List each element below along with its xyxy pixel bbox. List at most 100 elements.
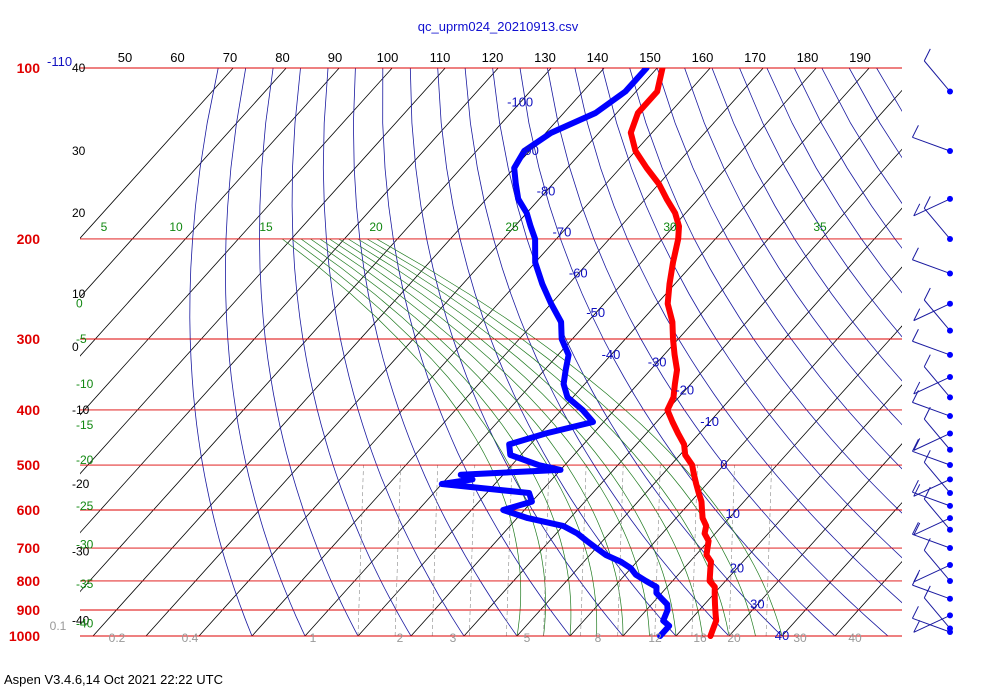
wind-barb-dot (947, 327, 953, 334)
wind-barb-staff (912, 401, 951, 417)
wind-barb (911, 329, 953, 358)
wind-barb-flag (913, 438, 921, 451)
wind-barb-dot (947, 430, 953, 437)
wind-barb-flag (923, 48, 931, 62)
pressure-tick-label: 900 (17, 602, 41, 618)
wind-barb-dot (947, 577, 953, 584)
chart-title: qc_uprm024_20210913.csv (418, 19, 579, 34)
dry-adiabat-line (547, 68, 889, 637)
moist-adiabat-line (376, 238, 783, 637)
isotherm-line (410, 89, 902, 637)
pressure-tick-label: 500 (17, 457, 41, 473)
temperature-profile (627, 68, 720, 639)
mixing-ratio-line (765, 465, 772, 637)
pressure-tick-label: 800 (17, 573, 41, 589)
mixing-ratio-line (617, 465, 624, 637)
pressure-tick-label: 600 (17, 502, 41, 518)
temperature-label: -30 (648, 355, 667, 370)
wind-barb-flag (913, 522, 921, 536)
wind-barb-flag (913, 381, 921, 395)
wind-barb-dot (947, 629, 953, 635)
moist-adiabat-line (310, 238, 598, 637)
wind-barb-flag (911, 572, 919, 586)
wind-barb-dot (947, 195, 953, 202)
wind-barb-flag (911, 439, 919, 452)
isotherm-label: 20 (72, 206, 86, 220)
wind-barb-flag (923, 538, 931, 551)
temperature-label: -90 (520, 143, 539, 158)
moist-adiabat-line (338, 238, 677, 637)
wind-barb-flag (911, 606, 919, 619)
isotherm-line (80, 68, 552, 593)
dry-adiabat-line (739, 68, 902, 338)
wind-barb-dot (947, 476, 953, 483)
wind-barb-staff (923, 366, 951, 398)
wind-barb-flag (913, 620, 921, 633)
mixing-ratio-label: 40 (848, 631, 862, 645)
wind-barb-staff (912, 450, 951, 466)
wind-barb-flag (911, 479, 919, 493)
temperature-label: -50 (586, 305, 605, 320)
isotherm-label: -40 (72, 614, 90, 628)
temperature-label: -10 (700, 414, 719, 429)
wind-barb (923, 538, 953, 584)
wind-barb (923, 450, 953, 496)
dry-adiabat-line (684, 68, 902, 426)
wind-barb-dot (947, 270, 953, 277)
temperature-label: -20 (675, 383, 694, 398)
wind-barb-staff (913, 478, 951, 497)
isotherm-line (80, 68, 234, 239)
dry-adiabat-line (409, 68, 624, 637)
isotherm-line (834, 560, 902, 637)
wind-barb-staff (913, 376, 951, 395)
isotherm-line (251, 68, 764, 637)
wind-barb-staff (923, 462, 951, 494)
wind-barb (911, 572, 953, 602)
wind-barb-dot (947, 148, 953, 155)
wind-barb (911, 606, 953, 635)
wind-barb (923, 196, 953, 242)
mixing-ratio-label: 0.4 (182, 631, 199, 645)
wind-barb-dot (947, 446, 953, 453)
mixing-ratio-label: 3 (450, 631, 457, 645)
top-scale-label: 70 (223, 50, 237, 65)
wind-barb-staff (912, 491, 951, 507)
dry-adiabat-line (259, 68, 359, 637)
temperature-label: -80 (537, 184, 556, 199)
dry-adiabat-label: -40 (76, 616, 94, 630)
wind-barb-flag (911, 329, 919, 342)
moist-adiabat-line (357, 238, 730, 637)
wind-barb-dot (947, 502, 953, 509)
mixing-ratio-line (543, 465, 550, 637)
wind-barb-staff (913, 517, 951, 536)
theta-e-label: 5 (101, 220, 108, 234)
mixing-ratio-label: 12 (648, 631, 662, 645)
temperature-label: 10 (726, 506, 740, 521)
top-scale-label: 80 (275, 50, 289, 65)
mixing-ratio-line (654, 465, 661, 637)
wind-barb-staff (923, 208, 951, 240)
isotherm-label: 10 (72, 287, 86, 301)
isotherm-line (516, 207, 902, 637)
temperature-label: -60 (569, 265, 588, 280)
wind-barb-staff (923, 299, 951, 331)
wind-barb-staff (912, 259, 951, 274)
isotherm-line (80, 68, 340, 357)
wind-barb (923, 486, 953, 533)
pressure-tick-label: 400 (17, 402, 41, 418)
wind-barb (923, 406, 953, 453)
pressure-tick-label: 300 (17, 331, 41, 347)
dry-adiabat-line (766, 68, 902, 294)
isotherm-line (145, 68, 658, 637)
moist-adiabat-line (282, 238, 522, 637)
dry-adiabat-label: 0 (76, 297, 83, 311)
top-scale-label: 140 (587, 50, 609, 65)
theta-e-label: 35 (813, 220, 827, 234)
dry-adiabat-line (574, 68, 902, 604)
wind-barb (913, 476, 953, 497)
isotherm-line (80, 68, 287, 298)
isotherm-label: 40 (72, 61, 86, 75)
wind-barb-dot (947, 300, 953, 307)
mixing-ratio-line (431, 465, 438, 637)
